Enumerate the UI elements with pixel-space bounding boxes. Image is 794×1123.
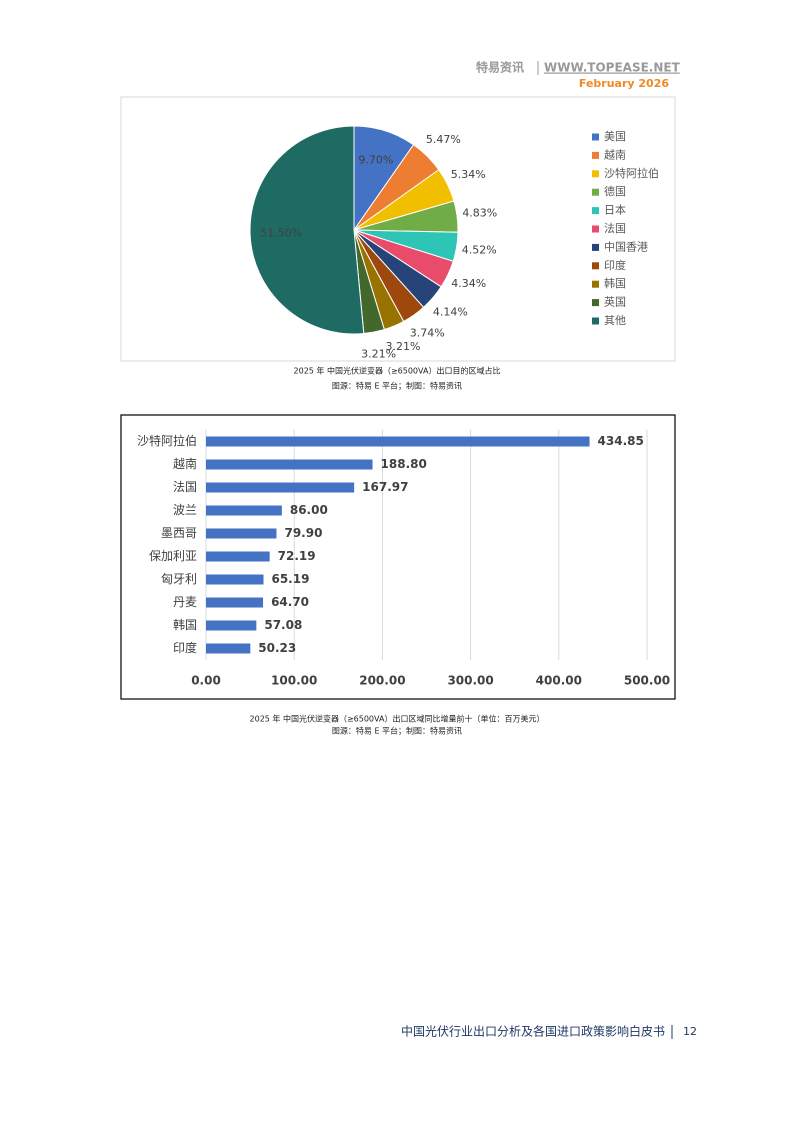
- bar: [206, 505, 282, 516]
- legend-label: 中国香港: [604, 240, 648, 253]
- pie-slice: [249, 125, 365, 335]
- footer-title: 中国光伏行业出口分析及各国进口政策影响白皮书: [401, 1024, 665, 1039]
- data-label: 57.08: [264, 618, 302, 632]
- data-label: 167.97: [362, 480, 408, 494]
- legend-swatch: [592, 299, 599, 307]
- y-tick-label: 匈牙利: [161, 572, 197, 586]
- legend-swatch: [592, 280, 599, 288]
- source: 图源：特易 E 平台；制图：特易资讯: [332, 726, 462, 736]
- data-label: 4.52%: [462, 244, 497, 257]
- source: 图源：特易 E 平台；制图：特易资讯: [332, 381, 462, 391]
- x-tick-label: 500.00: [624, 674, 670, 688]
- legend-label: 其他: [604, 314, 626, 327]
- legend-swatch: [592, 151, 599, 159]
- data-label: 4.83%: [462, 207, 497, 220]
- bar: [206, 459, 373, 470]
- data-label: 9.70%: [358, 154, 393, 167]
- bar: [206, 643, 251, 654]
- header-date: February 2026: [579, 77, 669, 90]
- x-tick-label: 200.00: [359, 674, 405, 688]
- legend-label: 日本: [604, 203, 626, 217]
- data-label: 4.14%: [433, 306, 468, 319]
- legend-swatch: [592, 188, 599, 196]
- page-number: 12: [683, 1025, 697, 1038]
- legend-label: 美国: [604, 130, 626, 143]
- x-tick-label: 400.00: [536, 674, 582, 688]
- x-tick-label: 100.00: [271, 674, 317, 688]
- data-label: 3.74%: [410, 327, 445, 340]
- legend-swatch: [592, 262, 599, 270]
- data-label: 51.50%: [260, 226, 302, 239]
- legend-label: 印度: [604, 258, 626, 272]
- y-tick-label: 保加利亚: [149, 549, 197, 563]
- legend-swatch: [592, 243, 599, 251]
- legend-label: 韩国: [604, 276, 626, 290]
- legend-swatch: [592, 170, 599, 178]
- data-label: 86.00: [290, 503, 328, 517]
- data-label: 4.34%: [451, 277, 486, 290]
- data-label: 50.23: [258, 641, 296, 655]
- y-tick-label: 越南: [173, 456, 197, 471]
- data-label: 5.34%: [451, 168, 486, 181]
- data-label: 3.21%: [361, 347, 396, 360]
- caption: 2025 年 中国光伏逆变器（≥6500VA）出口目的区域占比: [294, 366, 501, 376]
- bar: [206, 482, 355, 493]
- legend-label: 越南: [604, 147, 626, 161]
- bar: [206, 597, 264, 608]
- bar: [206, 620, 257, 631]
- legend-swatch: [592, 225, 599, 233]
- y-tick-label: 韩国: [173, 617, 197, 632]
- legend-label: 英国: [604, 295, 626, 309]
- data-label: 65.19: [271, 572, 309, 586]
- y-tick-label: 墨西哥: [161, 526, 197, 540]
- y-tick-label: 波兰: [173, 503, 197, 517]
- bar: [206, 551, 270, 562]
- data-label: 188.80: [381, 457, 427, 471]
- legend-swatch: [592, 133, 599, 141]
- header-brand: 特易资讯: [476, 60, 524, 75]
- y-tick-label: 丹麦: [173, 595, 197, 609]
- bar: [206, 436, 590, 447]
- legend-label: 沙特阿拉伯: [604, 166, 659, 180]
- data-label: 64.70: [271, 595, 309, 609]
- caption: 2025 年 中国光伏逆变器（≥6500VA）出口区域同比增量前十（单位：百万美…: [250, 714, 545, 724]
- legend-label: 德国: [604, 184, 626, 198]
- bar: [206, 574, 264, 585]
- bar: [206, 528, 277, 539]
- legend-label: 法国: [604, 221, 626, 235]
- data-label: 434.85: [598, 434, 644, 448]
- y-tick-label: 法国: [173, 480, 197, 494]
- data-label: 3.21%: [386, 340, 421, 353]
- x-tick-label: 0.00: [191, 674, 221, 688]
- y-tick-label: 沙特阿拉伯: [137, 433, 197, 448]
- y-tick-label: 印度: [173, 640, 197, 655]
- data-label: 72.19: [278, 549, 316, 563]
- x-tick-label: 300.00: [447, 674, 493, 688]
- legend-swatch: [592, 207, 599, 215]
- data-label: 5.47%: [426, 133, 461, 146]
- data-label: 79.90: [284, 526, 322, 540]
- legend-swatch: [592, 317, 599, 325]
- header-site: WWW.TOPEASE.NET: [544, 61, 681, 75]
